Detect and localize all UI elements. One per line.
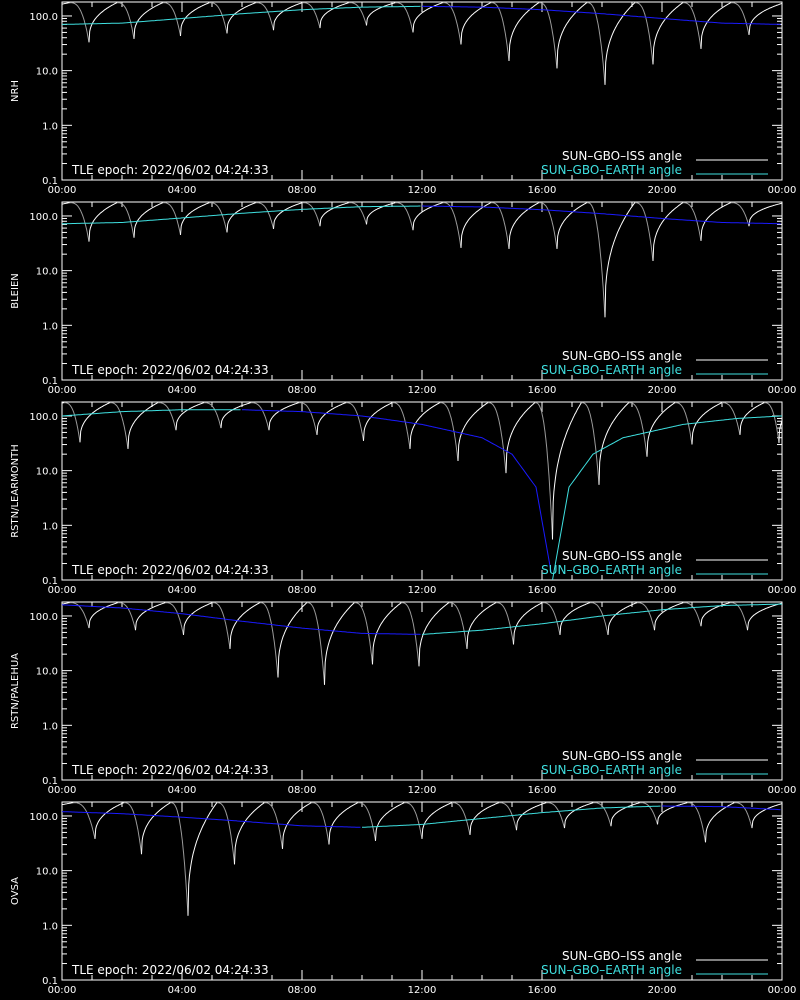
x-tick-label: 08:00 [288, 385, 317, 396]
y-axis-label: BLEIEN [10, 273, 21, 309]
x-tick-label: 12:00 [408, 785, 437, 796]
earth-series-line [62, 604, 421, 635]
x-tick-label: 00:00 [768, 785, 797, 796]
x-tick-label: 08:00 [288, 785, 317, 796]
y-tick-label: 0.1 [42, 976, 58, 987]
x-tick-label: 20:00 [648, 985, 677, 996]
x-tick-label: 00:00 [768, 185, 797, 196]
y-axis-label: RSTN/LEARMONTH [10, 444, 21, 538]
x-tick-label: 16:00 [528, 385, 557, 396]
x-tick-label: 08:00 [288, 185, 317, 196]
x-tick-label: 00:00 [48, 185, 77, 196]
iss-series-line-shadow [64, 402, 780, 540]
tle-epoch-label: TLE epoch: 2022/06/02 04:24:33 [71, 363, 269, 377]
legend-iss-label: SUN–GBO–ISS angle [562, 749, 682, 763]
chart-panel-0: 0.1 1.0 10.0 100.0 00:00 04:00 08:00 12:00 16:00… [10, 1, 797, 196]
y-tick-label: 10.0 [36, 467, 58, 478]
y-tick-label: 1.0 [42, 521, 58, 532]
x-tick-label: 00:00 [48, 785, 77, 796]
y-tick-label: 100.0 [29, 212, 58, 223]
y-axis-label: OVSA [10, 877, 21, 905]
x-tick-label: 16:00 [528, 585, 557, 596]
x-tick-label: 08:00 [288, 985, 317, 996]
y-axis-label: RSTN/PALEHUA [10, 653, 21, 729]
x-tick-label: 20:00 [648, 785, 677, 796]
legend-iss-label: SUN–GBO–ISS angle [562, 349, 682, 363]
y-tick-label: 10.0 [36, 267, 58, 278]
x-tick-label: 16:00 [528, 785, 557, 796]
chart-panel-2: 0.1 1.0 10.0 100.0 00:00 04:00 08:00 12:00 16:00… [10, 401, 797, 596]
x-tick-label: 08:00 [288, 585, 317, 596]
x-tick-label: 16:00 [528, 185, 557, 196]
x-tick-label: 04:00 [168, 185, 197, 196]
earth-series-line [422, 5, 781, 25]
y-tick-label: 10.0 [36, 667, 58, 678]
iss-series-line-shadow [73, 802, 753, 916]
earth-series-line [241, 409, 552, 572]
x-tick-label: 00:00 [768, 385, 797, 396]
y-axis-label: NRH [10, 80, 21, 102]
earth-series-line [62, 409, 782, 580]
y-tick-label: 10.0 [36, 67, 58, 78]
iss-series-line-shadow [69, 2, 750, 85]
tle-epoch-label: TLE epoch: 2022/06/02 04:24:33 [71, 763, 269, 777]
iss-series-line [62, 802, 782, 916]
x-tick-label: 12:00 [408, 585, 437, 596]
y-tick-label: 1.0 [42, 321, 58, 332]
x-tick-label: 16:00 [528, 985, 557, 996]
tle-epoch-label: TLE epoch: 2022/06/02 04:24:33 [71, 163, 269, 177]
x-tick-label: 12:00 [408, 385, 437, 396]
legend-earth-label: SUN–GBO–EARTH angle [541, 563, 682, 577]
legend-earth-label: SUN–GBO–EARTH angle [541, 363, 682, 377]
x-tick-label: 20:00 [648, 385, 677, 396]
iss-series-line-shadow [69, 602, 748, 685]
legend-earth-label: SUN–GBO–EARTH angle [541, 963, 682, 977]
x-tick-label: 12:00 [408, 185, 437, 196]
earth-series-line [62, 805, 781, 828]
y-tick-label: 10.0 [36, 867, 58, 878]
x-tick-label: 00:00 [48, 585, 77, 596]
chart-panel-1: 0.1 1.0 10.0 100.0 00:00 04:00 08:00 12:00 16:00… [10, 201, 797, 396]
legend-earth-label: SUN–GBO–EARTH angle [541, 163, 682, 177]
x-tick-label: 00:00 [768, 585, 797, 596]
y-tick-label: 100.0 [29, 412, 58, 423]
y-tick-label: 0.1 [42, 776, 58, 787]
y-tick-label: 0.1 [42, 576, 58, 587]
iss-series-line [62, 202, 782, 318]
iss-series-line [62, 602, 782, 685]
legend-iss-label: SUN–GBO–ISS angle [562, 149, 682, 163]
legend-iss-label: SUN–GBO–ISS angle [562, 949, 682, 963]
x-tick-label: 04:00 [168, 985, 197, 996]
legend-iss-label: SUN–GBO–ISS angle [562, 549, 682, 563]
x-tick-label: 00:00 [768, 985, 797, 996]
y-tick-label: 1.0 [42, 121, 58, 132]
legend-earth-label: SUN–GBO–EARTH angle [541, 763, 682, 777]
y-tick-label: 100.0 [29, 812, 58, 823]
y-tick-label: 1.0 [42, 721, 58, 732]
x-tick-label: 20:00 [648, 585, 677, 596]
x-tick-label: 00:00 [48, 985, 77, 996]
iss-series-line-shadow [69, 202, 750, 318]
chart-panel-4: 0.1 1.0 10.0 100.0 00:00 04:00 08:00 12:00 16:00… [10, 801, 797, 996]
y-tick-label: 1.0 [42, 921, 58, 932]
y-tick-label: 100.0 [29, 12, 58, 23]
tle-epoch-label: TLE epoch: 2022/06/02 04:24:33 [71, 963, 269, 977]
y-tick-label: 100.0 [29, 612, 58, 623]
tle-epoch-label: TLE epoch: 2022/06/02 04:24:33 [71, 563, 269, 577]
iss-series-line [62, 402, 782, 540]
x-tick-label: 04:00 [168, 585, 197, 596]
y-tick-label: 0.1 [42, 376, 58, 387]
earth-series-line [362, 806, 782, 827]
x-tick-label: 12:00 [408, 985, 437, 996]
earth-series-line [422, 205, 781, 225]
x-tick-label: 04:00 [168, 385, 197, 396]
x-tick-label: 20:00 [648, 185, 677, 196]
y-tick-label: 0.1 [42, 176, 58, 187]
chart-panel-3: 0.1 1.0 10.0 100.0 00:00 04:00 08:00 12:00 16:00… [10, 601, 797, 796]
x-tick-label: 04:00 [168, 785, 197, 796]
x-tick-label: 00:00 [48, 385, 77, 396]
earth-series-line [421, 603, 782, 635]
iss-series-line [62, 2, 782, 85]
